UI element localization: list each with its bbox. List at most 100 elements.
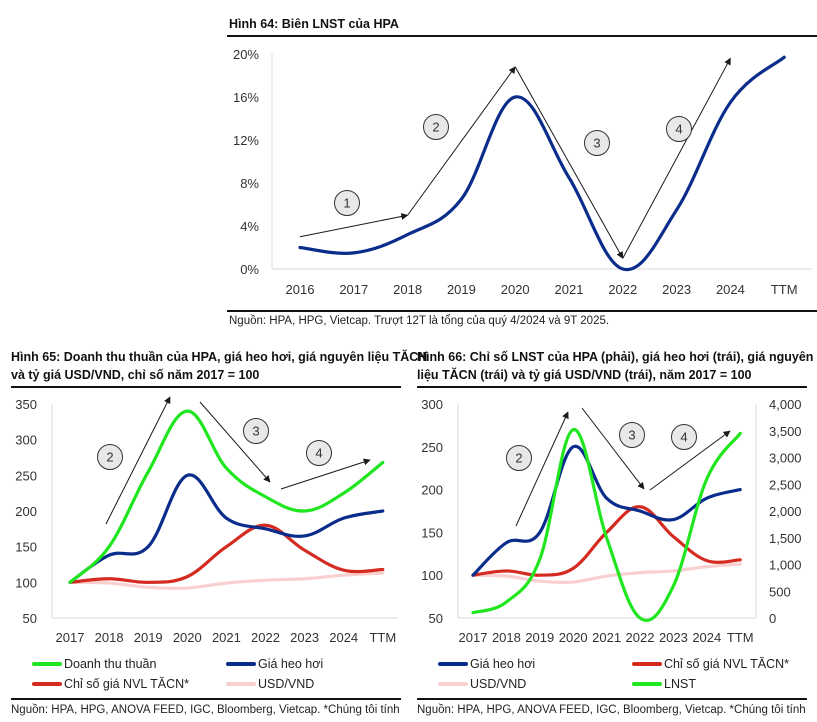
legend-label: Chỉ số giá NVL TĂCN* bbox=[64, 677, 190, 691]
x-tick-label: 2021 bbox=[592, 630, 621, 645]
fig64-title-rule bbox=[227, 35, 817, 37]
y-left-tick-label: 200 bbox=[421, 483, 443, 498]
legend-swatch-red bbox=[632, 662, 662, 666]
series-line-gi-heo-h-i bbox=[68, 473, 385, 584]
x-tick-label: TTM bbox=[727, 630, 754, 645]
y-tick-label: 350 bbox=[15, 397, 37, 412]
x-tick-label: 2024 bbox=[329, 630, 358, 645]
trend-arrow bbox=[581, 407, 645, 490]
trend-arrow bbox=[280, 458, 371, 490]
series-line-lnst bbox=[471, 428, 742, 622]
x-tick-label: 2022 bbox=[608, 282, 637, 297]
fig66-title-rule bbox=[417, 386, 807, 388]
legend-swatch-pink bbox=[438, 682, 468, 686]
legend-label: Giá heo hơi bbox=[258, 657, 324, 671]
x-tick-label: 2018 bbox=[492, 630, 521, 645]
y-right-tick-label: 4,000 bbox=[769, 397, 802, 412]
phase-badge: 3 bbox=[243, 418, 269, 444]
y-tick-label: 0% bbox=[240, 262, 259, 277]
x-tick-label: 2017 bbox=[339, 282, 368, 297]
phase-badge-circle bbox=[666, 116, 692, 142]
phase-badge-label: 3 bbox=[252, 424, 259, 439]
legend-label: LNST bbox=[664, 677, 696, 691]
phase-badge-circle bbox=[423, 114, 449, 140]
x-tick-label: 2019 bbox=[134, 630, 163, 645]
y-tick-label: 50 bbox=[23, 611, 37, 626]
x-tick-label: 2018 bbox=[95, 630, 124, 645]
phase-badge-label: 3 bbox=[593, 136, 600, 151]
phase-badge-circle bbox=[619, 422, 645, 448]
y-right-tick-label: 0 bbox=[769, 611, 776, 626]
fig66-legend-item: Chỉ số giá NVL TĂCN* bbox=[632, 657, 789, 671]
phase-badge: 2 bbox=[97, 444, 123, 470]
legend-swatch-navy bbox=[226, 662, 256, 666]
y-left-tick-label: 100 bbox=[421, 568, 443, 583]
x-tick-label: 2017 bbox=[459, 630, 488, 645]
x-tick-label: TTM bbox=[369, 630, 396, 645]
y-left-tick-label: 300 bbox=[421, 397, 443, 412]
legend-swatch-red bbox=[32, 682, 62, 686]
trend-arrow bbox=[515, 411, 569, 527]
phase-badge-label: 4 bbox=[680, 430, 687, 445]
x-tick-label: 2023 bbox=[662, 282, 691, 297]
x-tick-label: TTM bbox=[771, 282, 798, 297]
y-right-tick-label: 1,000 bbox=[769, 558, 802, 573]
phase-badge-circle bbox=[334, 190, 360, 216]
phase-badge-label: 1 bbox=[343, 196, 350, 211]
x-tick-label: 2024 bbox=[692, 630, 721, 645]
y-tick-label: 300 bbox=[15, 433, 37, 448]
fig66-legend-item: USD/VND bbox=[438, 677, 526, 691]
legend-label: Doanh thu thuần bbox=[64, 657, 157, 671]
phase-badge: 4 bbox=[666, 116, 692, 142]
y-right-tick-label: 2,500 bbox=[769, 477, 802, 492]
legend-label: USD/VND bbox=[258, 677, 315, 691]
fig66-title: Hình 66: Chỉ số LNST của HPA (phải), giá… bbox=[417, 348, 813, 384]
y-tick-label: 200 bbox=[15, 504, 37, 519]
x-tick-label: 2021 bbox=[212, 630, 241, 645]
fig65-legend-item: Doanh thu thuần bbox=[32, 657, 156, 671]
fig65-source: Nguồn: HPA, HPG, ANOVA FEED, IGC, Bloomb… bbox=[11, 704, 400, 716]
phase-badge-label: 2 bbox=[515, 451, 522, 466]
y-tick-label: 16% bbox=[233, 90, 259, 105]
phase-badge: 1 bbox=[334, 190, 360, 216]
x-tick-label: 2020 bbox=[501, 282, 530, 297]
series-line-doanh-thu-thu-n bbox=[68, 409, 385, 584]
trend-arrow bbox=[105, 396, 171, 525]
y-right-tick-label: 3,500 bbox=[769, 424, 802, 439]
trend-arrow bbox=[622, 57, 731, 259]
fig66-title-line2: liệu TĂCN (trái) và tỷ giá USD/VND (trái… bbox=[417, 368, 752, 382]
y-right-tick-label: 1,500 bbox=[769, 531, 802, 546]
phase-badge-label: 3 bbox=[628, 428, 635, 443]
x-tick-label: 2017 bbox=[56, 630, 85, 645]
series-line-bien-lnst bbox=[298, 55, 786, 272]
phase-badge-circle bbox=[584, 130, 610, 156]
fig66-title-line1: Hình 66: Chỉ số LNST của HPA (phải), giá… bbox=[417, 350, 814, 364]
legend-swatch-navy bbox=[438, 662, 468, 666]
x-tick-label: 2018 bbox=[393, 282, 422, 297]
legend-label: USD/VND bbox=[470, 677, 527, 691]
series-line-usd-vnd bbox=[68, 571, 385, 590]
phase-badge-label: 4 bbox=[675, 122, 682, 137]
fig65-legend-item: Chỉ số giá NVL TĂCN* bbox=[32, 677, 189, 691]
phase-badge: 3 bbox=[619, 422, 645, 448]
fig65-legend-item: Giá heo hơi bbox=[226, 657, 323, 671]
legend-label: Chỉ số giá NVL TĂCN* bbox=[664, 657, 790, 671]
phase-badge: 2 bbox=[423, 114, 449, 140]
y-tick-label: 20% bbox=[233, 47, 259, 62]
phase-badge: 4 bbox=[671, 424, 697, 450]
x-tick-label: 2023 bbox=[290, 630, 319, 645]
fig64-source: Nguồn: HPA, HPG, Vietcap. Trượt 12T là t… bbox=[229, 315, 610, 327]
fig64-source-rule bbox=[227, 310, 817, 312]
phase-badge-label: 2 bbox=[106, 450, 113, 465]
trend-arrow bbox=[299, 213, 409, 238]
series-line-ch-s-gi-nvl-t-cn- bbox=[68, 523, 385, 584]
trend-arrow bbox=[199, 401, 271, 483]
fig65-title-line1: Hình 65: Doanh thu thuần của HPA, giá he… bbox=[11, 350, 428, 364]
y-left-tick-label: 150 bbox=[421, 525, 443, 540]
series-line-gi-heo-h-i bbox=[471, 444, 742, 577]
legend-label: Giá heo hơi bbox=[470, 657, 536, 671]
phase-badge: 2 bbox=[506, 445, 532, 471]
x-tick-label: 2019 bbox=[447, 282, 476, 297]
